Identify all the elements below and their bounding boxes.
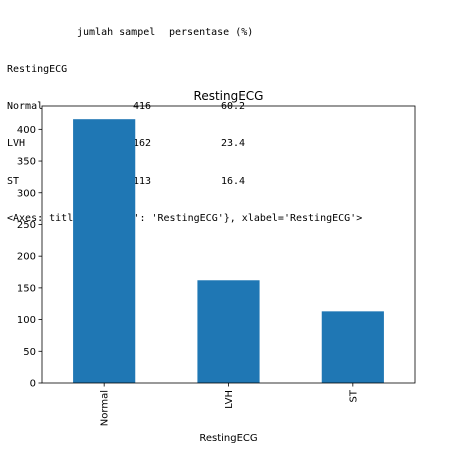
index-name: RestingECG <box>7 64 68 76</box>
row-percent: 60.2 <box>221 101 246 113</box>
x-tick-label: ST <box>348 389 359 402</box>
y-tick-label: 300 <box>17 188 36 199</box>
y-tick-label: 250 <box>17 220 36 231</box>
y-axis: 0 50 100 150 200 250 300 350 400 <box>17 125 42 390</box>
row-count: 113 <box>133 175 152 187</box>
x-axis: Normal LVH ST <box>100 383 359 426</box>
y-tick-label: 200 <box>17 252 36 263</box>
table-row: ST 113 16.4 <box>7 175 245 188</box>
x-tick-label: Normal <box>100 390 111 426</box>
y-tick-label: 50 <box>23 347 36 358</box>
row-count: 416 <box>133 101 152 113</box>
table-row: Normal 416 60.2 <box>7 101 245 113</box>
bar-lvh <box>197 280 260 383</box>
y-tick-label: 0 <box>30 379 36 390</box>
bars-group <box>73 119 384 383</box>
y-tick-label: 100 <box>17 315 36 326</box>
y-tick-label: 150 <box>17 283 36 294</box>
row-label: ST <box>7 175 20 187</box>
chart-title: RestingECG <box>194 89 264 103</box>
row-count: 162 <box>133 138 152 150</box>
table-row: LVH 162 23.4 <box>7 138 245 150</box>
table-header-row: jumlah sampel persentase (%) <box>7 27 253 39</box>
y-tick-label: 350 <box>17 157 36 168</box>
x-axis-label: RestingECG <box>199 433 257 444</box>
y-tick-label: 400 <box>17 125 36 136</box>
row-label: Normal <box>7 101 44 113</box>
row-label: LVH <box>7 138 26 150</box>
bar-normal <box>73 119 136 383</box>
x-tick-label: LVH <box>224 390 235 409</box>
row-percent: 23.4 <box>221 138 246 150</box>
column-header-count: jumlah sampel <box>77 26 156 38</box>
column-header-percent: persentase (%) <box>169 26 254 38</box>
table-index-name-row: RestingECG <box>7 64 67 76</box>
bar-st <box>321 311 384 383</box>
row-percent: 16.4 <box>221 175 246 187</box>
